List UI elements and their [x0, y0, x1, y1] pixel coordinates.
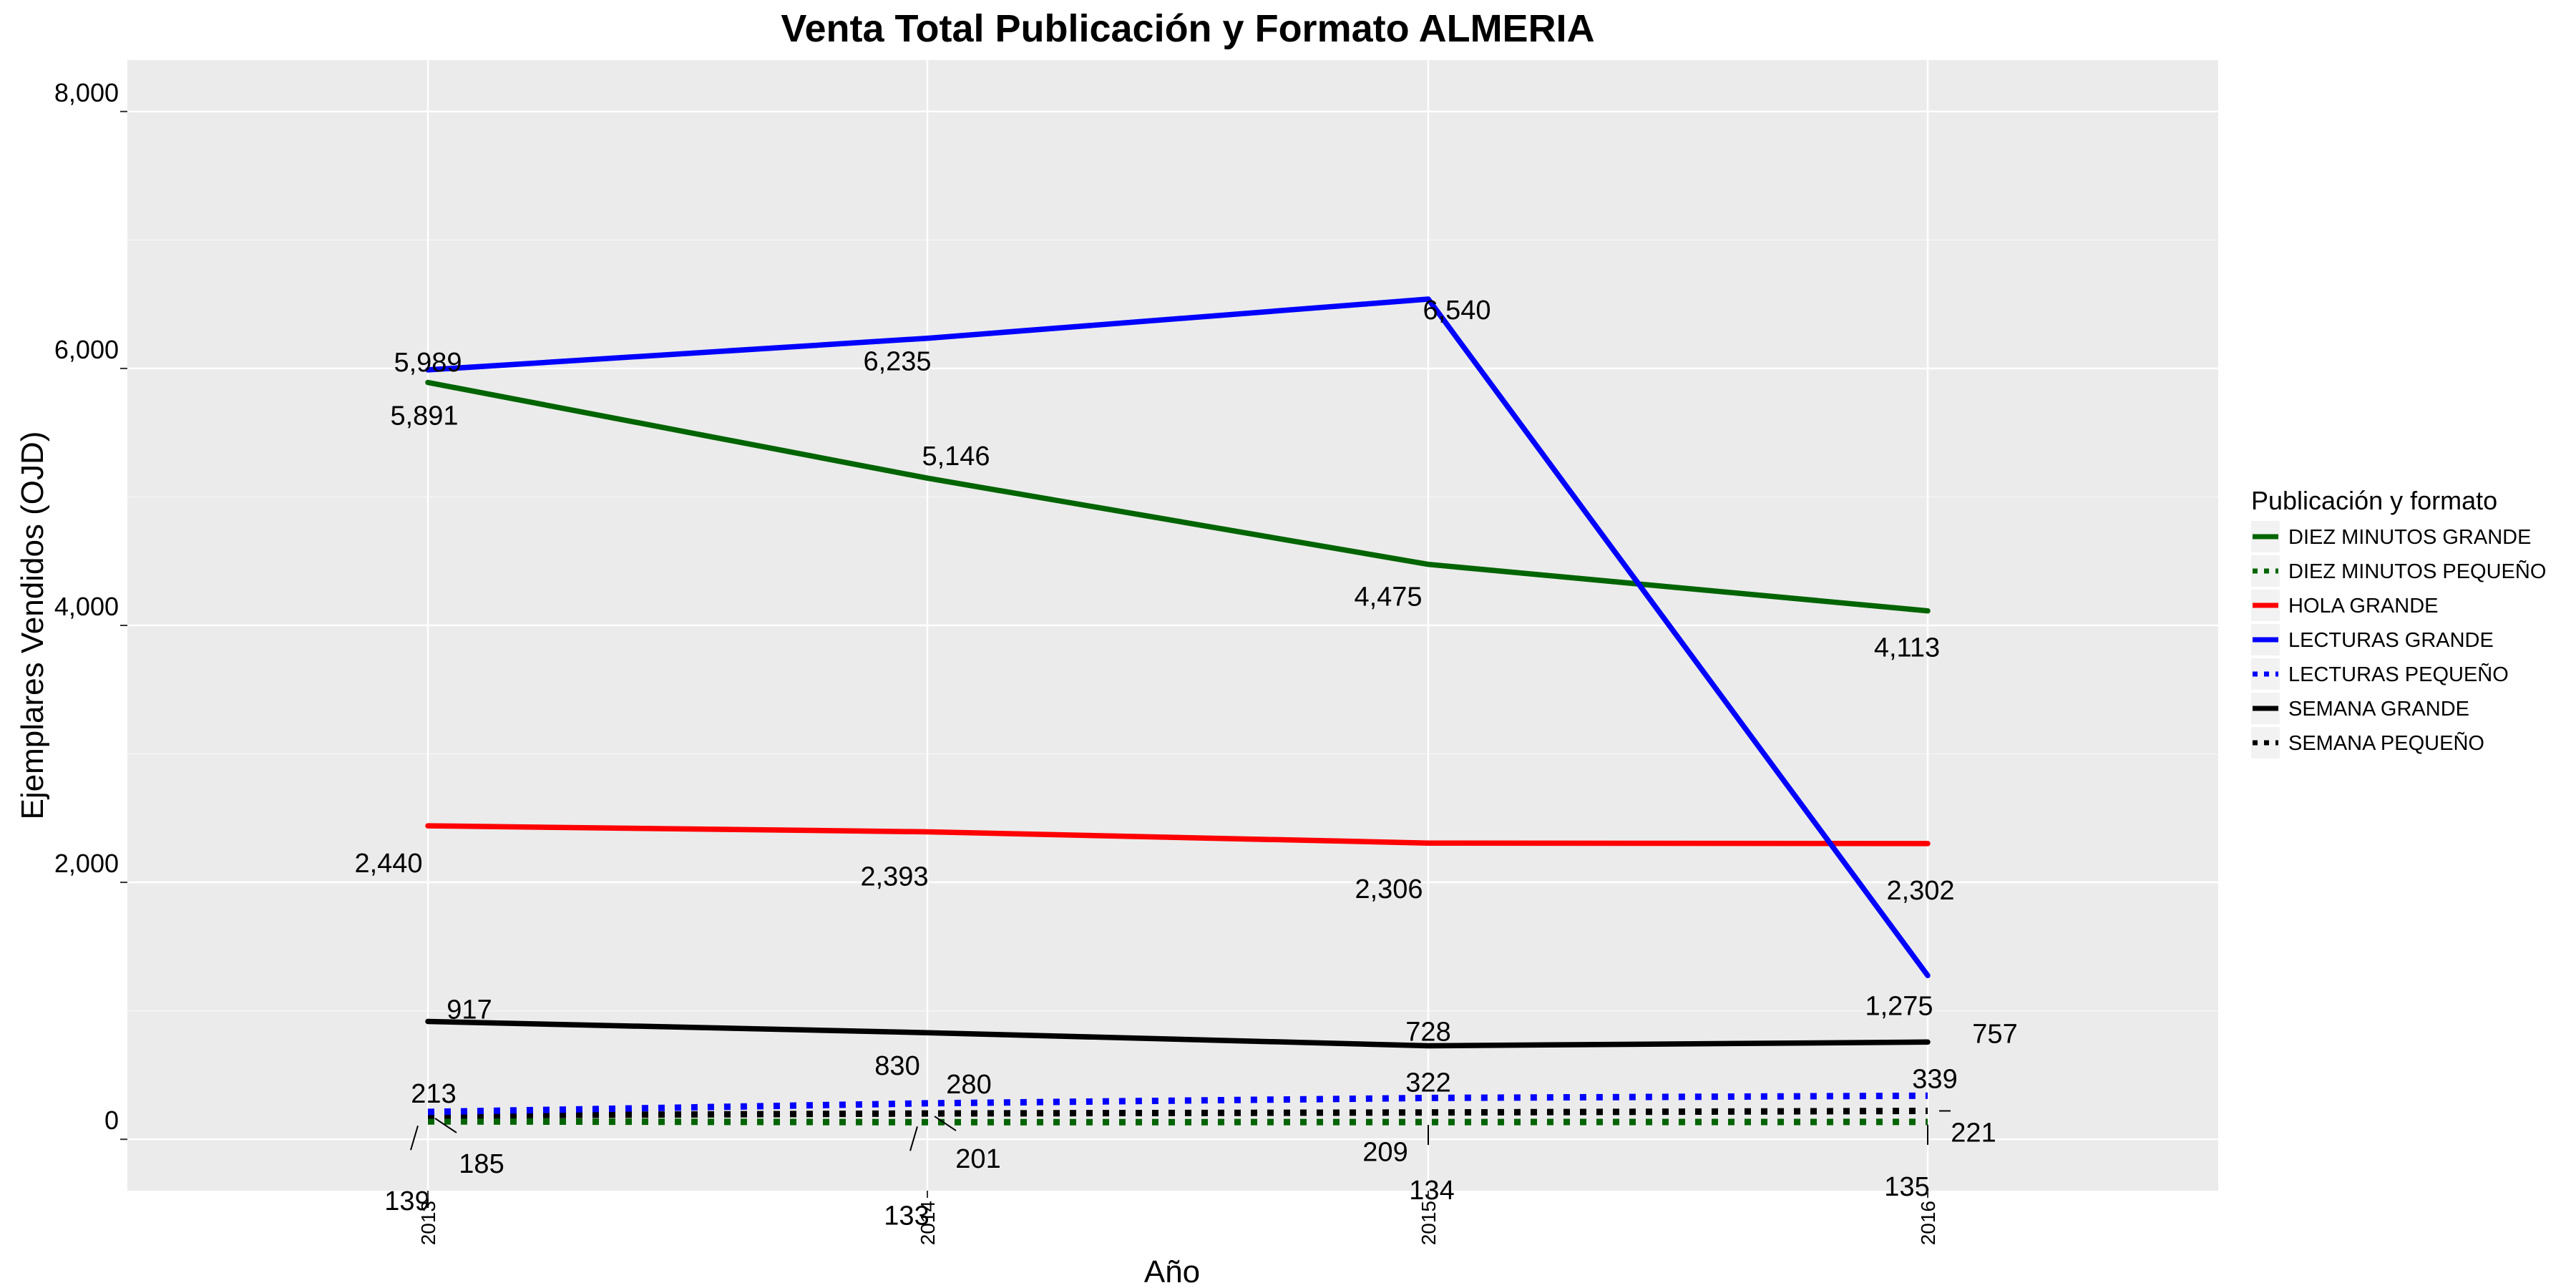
legend-label: LECTURAS PEQUEÑO: [2288, 662, 2509, 686]
data-label: 2,302: [1886, 876, 1954, 906]
series-line-hola-grande: [425, 823, 1931, 847]
x-tick-label: 2013: [417, 1201, 439, 1245]
data-label: 2,306: [1355, 874, 1423, 904]
data-label: 728: [1405, 1017, 1450, 1047]
data-label: 185: [459, 1149, 504, 1179]
legend-label: SEMANA PEQUEÑO: [2288, 731, 2484, 755]
data-label: 209: [1362, 1138, 1407, 1168]
data-label: 6,235: [863, 347, 931, 377]
data-label: 133: [884, 1201, 929, 1231]
data-label: 830: [874, 1051, 919, 1081]
data-label: 5,891: [390, 401, 458, 431]
data-label: 213: [411, 1079, 456, 1109]
data-label: 917: [447, 995, 492, 1025]
label-leader-line: [434, 1118, 457, 1133]
legend-label: HOLA GRANDE: [2288, 595, 2439, 618]
y-axis: 0 2,000 4,000 6,000 8,000: [54, 78, 127, 1141]
legend: Publicación y formato DIEZ MINUTOS GRAND…: [2251, 486, 2546, 758]
data-label: 4,475: [1354, 582, 1422, 613]
data-label: 322: [1405, 1068, 1450, 1098]
data-label: 5,989: [394, 348, 462, 378]
data-label: 201: [955, 1144, 1000, 1174]
label-leader-line: [934, 1116, 957, 1131]
series-line-semana-grande: [425, 1018, 1931, 1049]
grid: [127, 60, 2218, 1191]
data-label: 139: [384, 1186, 429, 1216]
legend-label: DIEZ MINUTOS GRANDE: [2288, 526, 2531, 549]
series-line-lecturas-peque-o: [427, 1092, 1928, 1116]
x-tick-label: 2015: [1418, 1201, 1440, 1245]
y-tick-label: 8,000: [54, 78, 119, 107]
y-tick-label: 4,000: [54, 592, 119, 621]
chart-title: Venta Total Publicación y Formato ALMERI…: [781, 7, 1594, 50]
series-line-lecturas-grande: [425, 296, 1931, 979]
data-label: 6,540: [1423, 296, 1491, 326]
series-line-diez-minutos-grande: [425, 379, 1931, 614]
data-label: 1,275: [1865, 991, 1933, 1021]
legend-label: DIEZ MINUTOS PEQUEÑO: [2288, 559, 2546, 583]
y-tick-label: 6,000: [54, 335, 119, 364]
x-tick-label: 2016: [1917, 1201, 1939, 1245]
y-tick-label: 0: [104, 1106, 119, 1135]
data-labels: 5,891 5,146 4,475 4,113 139 133 134 135 2,440 2,3…: [354, 296, 2017, 1231]
x-tick-label: 2014: [917, 1201, 939, 1245]
legend-title: Publicación y formato: [2251, 486, 2497, 515]
data-label: 221: [1951, 1118, 1996, 1148]
label-leader-lines: [410, 1110, 1951, 1151]
label-leader-line: [410, 1125, 419, 1151]
series-line-diez-minutos-peque-o: [427, 1118, 1928, 1126]
data-label: 134: [1409, 1176, 1454, 1206]
data-label: 280: [946, 1070, 991, 1100]
legend-label: LECTURAS GRANDE: [2288, 629, 2494, 652]
y-axis-title: Ejemplares Vendidos (OJD): [15, 431, 50, 820]
label-leader-line: [909, 1126, 918, 1151]
data-label: 2,440: [354, 849, 422, 879]
data-label: 5,146: [922, 441, 990, 472]
data-label: 4,113: [1874, 633, 1940, 663]
legend-label: SEMANA GRANDE: [2288, 698, 2469, 721]
data-label: 339: [1912, 1064, 1957, 1094]
series-lines: [425, 296, 1931, 1126]
y-tick-label: 2,000: [54, 849, 119, 878]
data-label: 135: [1884, 1172, 1929, 1202]
data-label: 2,393: [860, 862, 928, 892]
x-axis: 2013 2014 2015 2016: [417, 1191, 1939, 1245]
series-line-semana-peque-o: [427, 1108, 1928, 1119]
data-label: 757: [1972, 1019, 2017, 1049]
x-axis-title: Año: [1144, 1254, 1200, 1288]
